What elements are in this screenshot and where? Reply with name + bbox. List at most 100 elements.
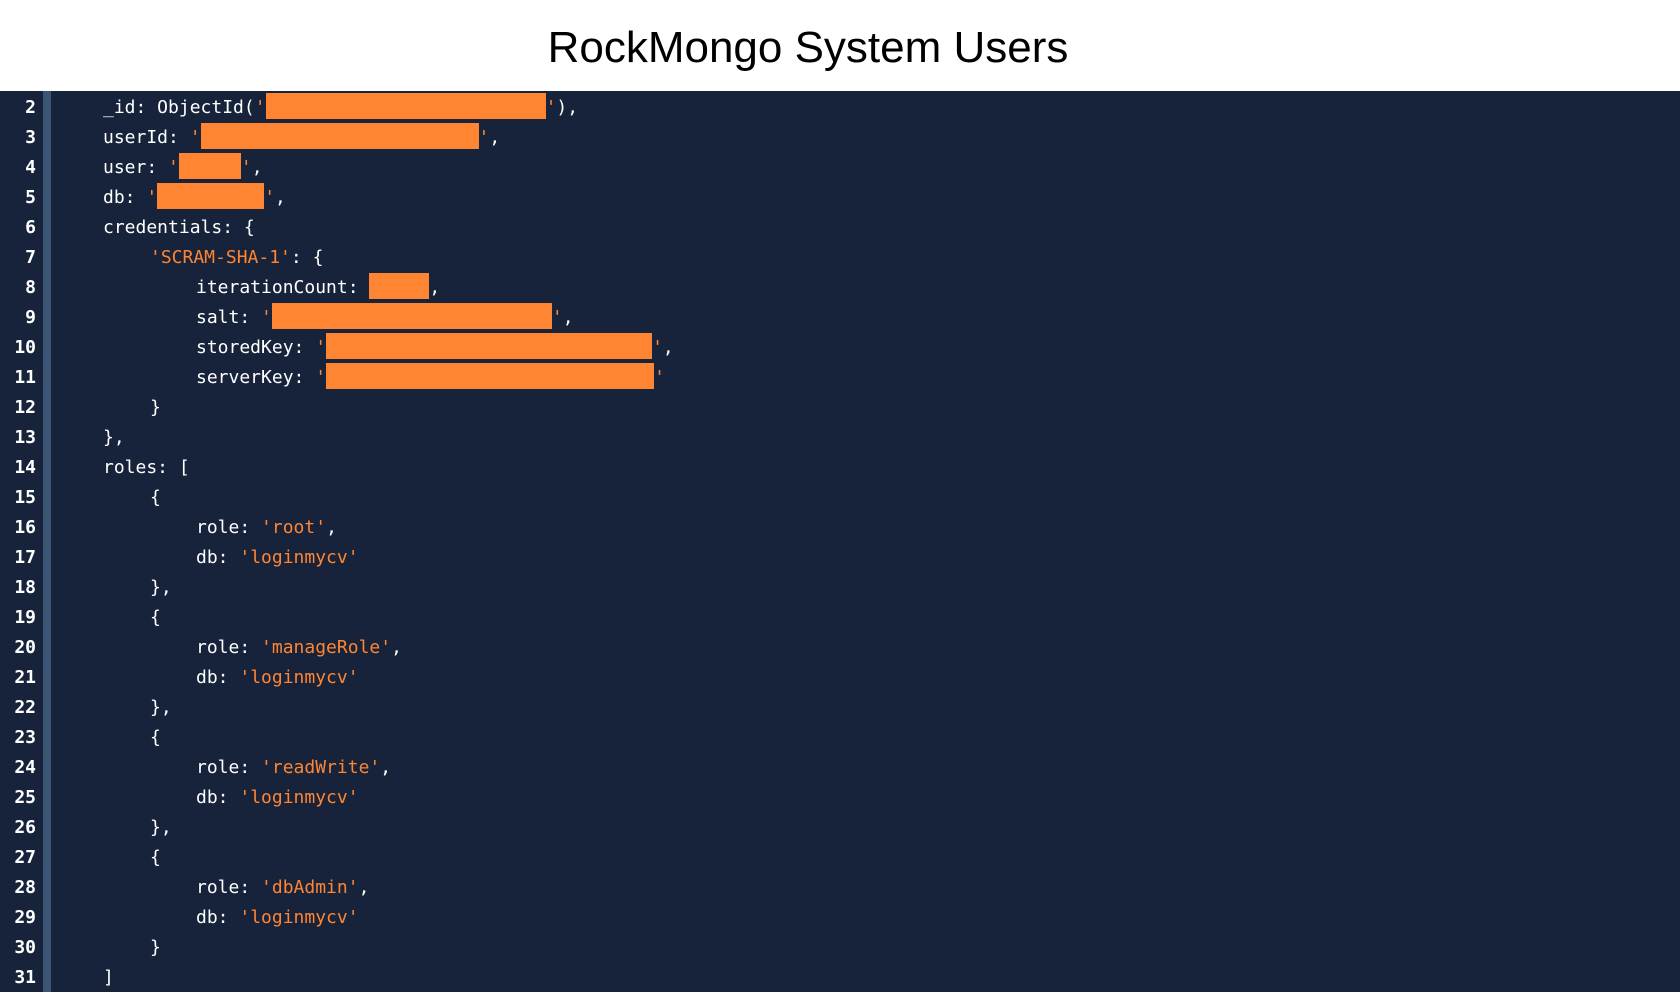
code-token: userId: xyxy=(103,127,190,148)
code-token: } xyxy=(150,937,161,958)
code-editor[interactable]: 2 _id: ObjectId(' '), 3 userId: ' ', 4 user: ' '… xyxy=(0,91,1680,992)
redaction-block xyxy=(369,273,430,299)
string-token: ' xyxy=(652,337,663,358)
line-number: 15 xyxy=(14,487,36,508)
code-line: 6 credentials: { xyxy=(0,213,1680,243)
string-token: 'readWrite' xyxy=(261,757,381,778)
code-text: userId: ' ', xyxy=(103,123,500,153)
line-number: 18 xyxy=(14,577,36,598)
code-token: , xyxy=(562,307,574,328)
code-line: 7 'SCRAM-SHA-1': { xyxy=(0,243,1680,273)
string-token: ' xyxy=(315,367,327,388)
string-token: ' xyxy=(240,157,252,178)
code-token: ), xyxy=(556,97,579,118)
code-line: 25 db: 'loginmycv' xyxy=(0,783,1680,813)
code-token: ] xyxy=(103,967,114,988)
code-text: { xyxy=(150,603,161,633)
code-text: _id: ObjectId(' '), xyxy=(103,93,578,123)
line-number: 14 xyxy=(14,457,36,478)
line-number: 22 xyxy=(14,697,36,718)
code-token: { xyxy=(150,847,161,868)
string-token: 'root' xyxy=(261,517,327,538)
code-line: 14 roles: [ xyxy=(0,453,1680,483)
code-token: role: xyxy=(196,637,262,658)
string-token: ' xyxy=(261,307,272,328)
code-token: , xyxy=(489,127,501,148)
code-text: }, xyxy=(103,423,125,453)
page-title: RockMongo System Users xyxy=(547,22,1069,72)
string-token: ' xyxy=(551,307,563,328)
string-token: ' xyxy=(315,337,327,358)
code-token: }, xyxy=(103,427,125,448)
code-token: storedKey: xyxy=(196,337,316,358)
line-number: 6 xyxy=(25,217,36,238)
code-line: 29 db: 'loginmycv' xyxy=(0,903,1680,933)
code-line: 11 serverKey: ' ' xyxy=(0,363,1680,393)
code-line: 19 { xyxy=(0,603,1680,633)
redaction-block xyxy=(178,153,241,179)
line-number: 23 xyxy=(14,727,36,748)
string-token: 'loginmycv' xyxy=(239,907,359,928)
string-token: 'SCRAM-SHA-1' xyxy=(150,247,291,268)
code-line: 5 db: ' ', xyxy=(0,183,1680,213)
code-text: db: 'loginmycv' xyxy=(196,903,359,933)
line-number: 3 xyxy=(25,127,36,148)
line-number: 12 xyxy=(14,397,36,418)
code-text: }, xyxy=(150,693,172,723)
code-token: db: xyxy=(103,187,147,208)
code-token: db: xyxy=(196,547,240,568)
line-number: 11 xyxy=(14,367,36,388)
code-token: , xyxy=(380,757,392,778)
code-text: role: 'dbAdmin', xyxy=(196,873,369,903)
code-line: 23 { xyxy=(0,723,1680,753)
code-line: 15 { xyxy=(0,483,1680,513)
code-line: 9 salt: ' ', xyxy=(0,303,1680,333)
string-token: ' xyxy=(168,157,179,178)
code-token: , xyxy=(662,337,674,358)
code-token: role: xyxy=(196,877,262,898)
string-token: ' xyxy=(146,187,158,208)
string-token: 'loginmycv' xyxy=(239,787,359,808)
redaction-block xyxy=(326,363,655,389)
string-token: ' xyxy=(264,187,276,208)
code-text: iterationCount: , xyxy=(196,273,440,303)
code-text: role: 'root', xyxy=(196,513,337,543)
line-number: 7 xyxy=(25,247,36,268)
redaction-block xyxy=(200,123,479,149)
string-token: ' xyxy=(545,97,557,118)
string-token: ' xyxy=(654,367,665,388)
line-number: 30 xyxy=(14,937,36,958)
line-number: 5 xyxy=(25,187,36,208)
code-text: db: 'loginmycv' xyxy=(196,663,359,693)
redaction-block xyxy=(326,333,653,359)
redaction-block xyxy=(157,183,265,209)
code-line: 2 _id: ObjectId(' '), xyxy=(0,93,1680,123)
code-text: serverKey: ' ' xyxy=(196,363,665,393)
code-token: roles: [ xyxy=(103,457,190,478)
code-text: } xyxy=(150,393,161,423)
code-token: { xyxy=(150,727,161,748)
code-token: , xyxy=(326,517,337,538)
line-number: 10 xyxy=(14,337,36,358)
code-line: 30} xyxy=(0,933,1680,963)
gutter-divider xyxy=(43,91,51,992)
string-token: 'loginmycv' xyxy=(239,547,359,568)
code-text: user: ' ', xyxy=(103,153,263,183)
code-text: }, xyxy=(150,573,172,603)
line-number: 26 xyxy=(14,817,36,838)
redaction-block xyxy=(265,93,546,119)
code-token: db: xyxy=(196,907,240,928)
code-text: 'SCRAM-SHA-1': { xyxy=(150,243,323,273)
line-number: 20 xyxy=(14,637,36,658)
line-number: 31 xyxy=(14,967,36,988)
code-line: 4 user: ' ', xyxy=(0,153,1680,183)
line-number: 29 xyxy=(14,907,36,928)
string-token: 'manageRole' xyxy=(261,637,392,658)
code-token: }, xyxy=(150,697,172,718)
code-token: iterationCount: xyxy=(196,277,370,298)
line-number: 13 xyxy=(14,427,36,448)
code-text: db: 'loginmycv' xyxy=(196,543,359,573)
code-token: , xyxy=(251,157,263,178)
line-number: 21 xyxy=(14,667,36,688)
code-line: 24 role: 'readWrite', xyxy=(0,753,1680,783)
